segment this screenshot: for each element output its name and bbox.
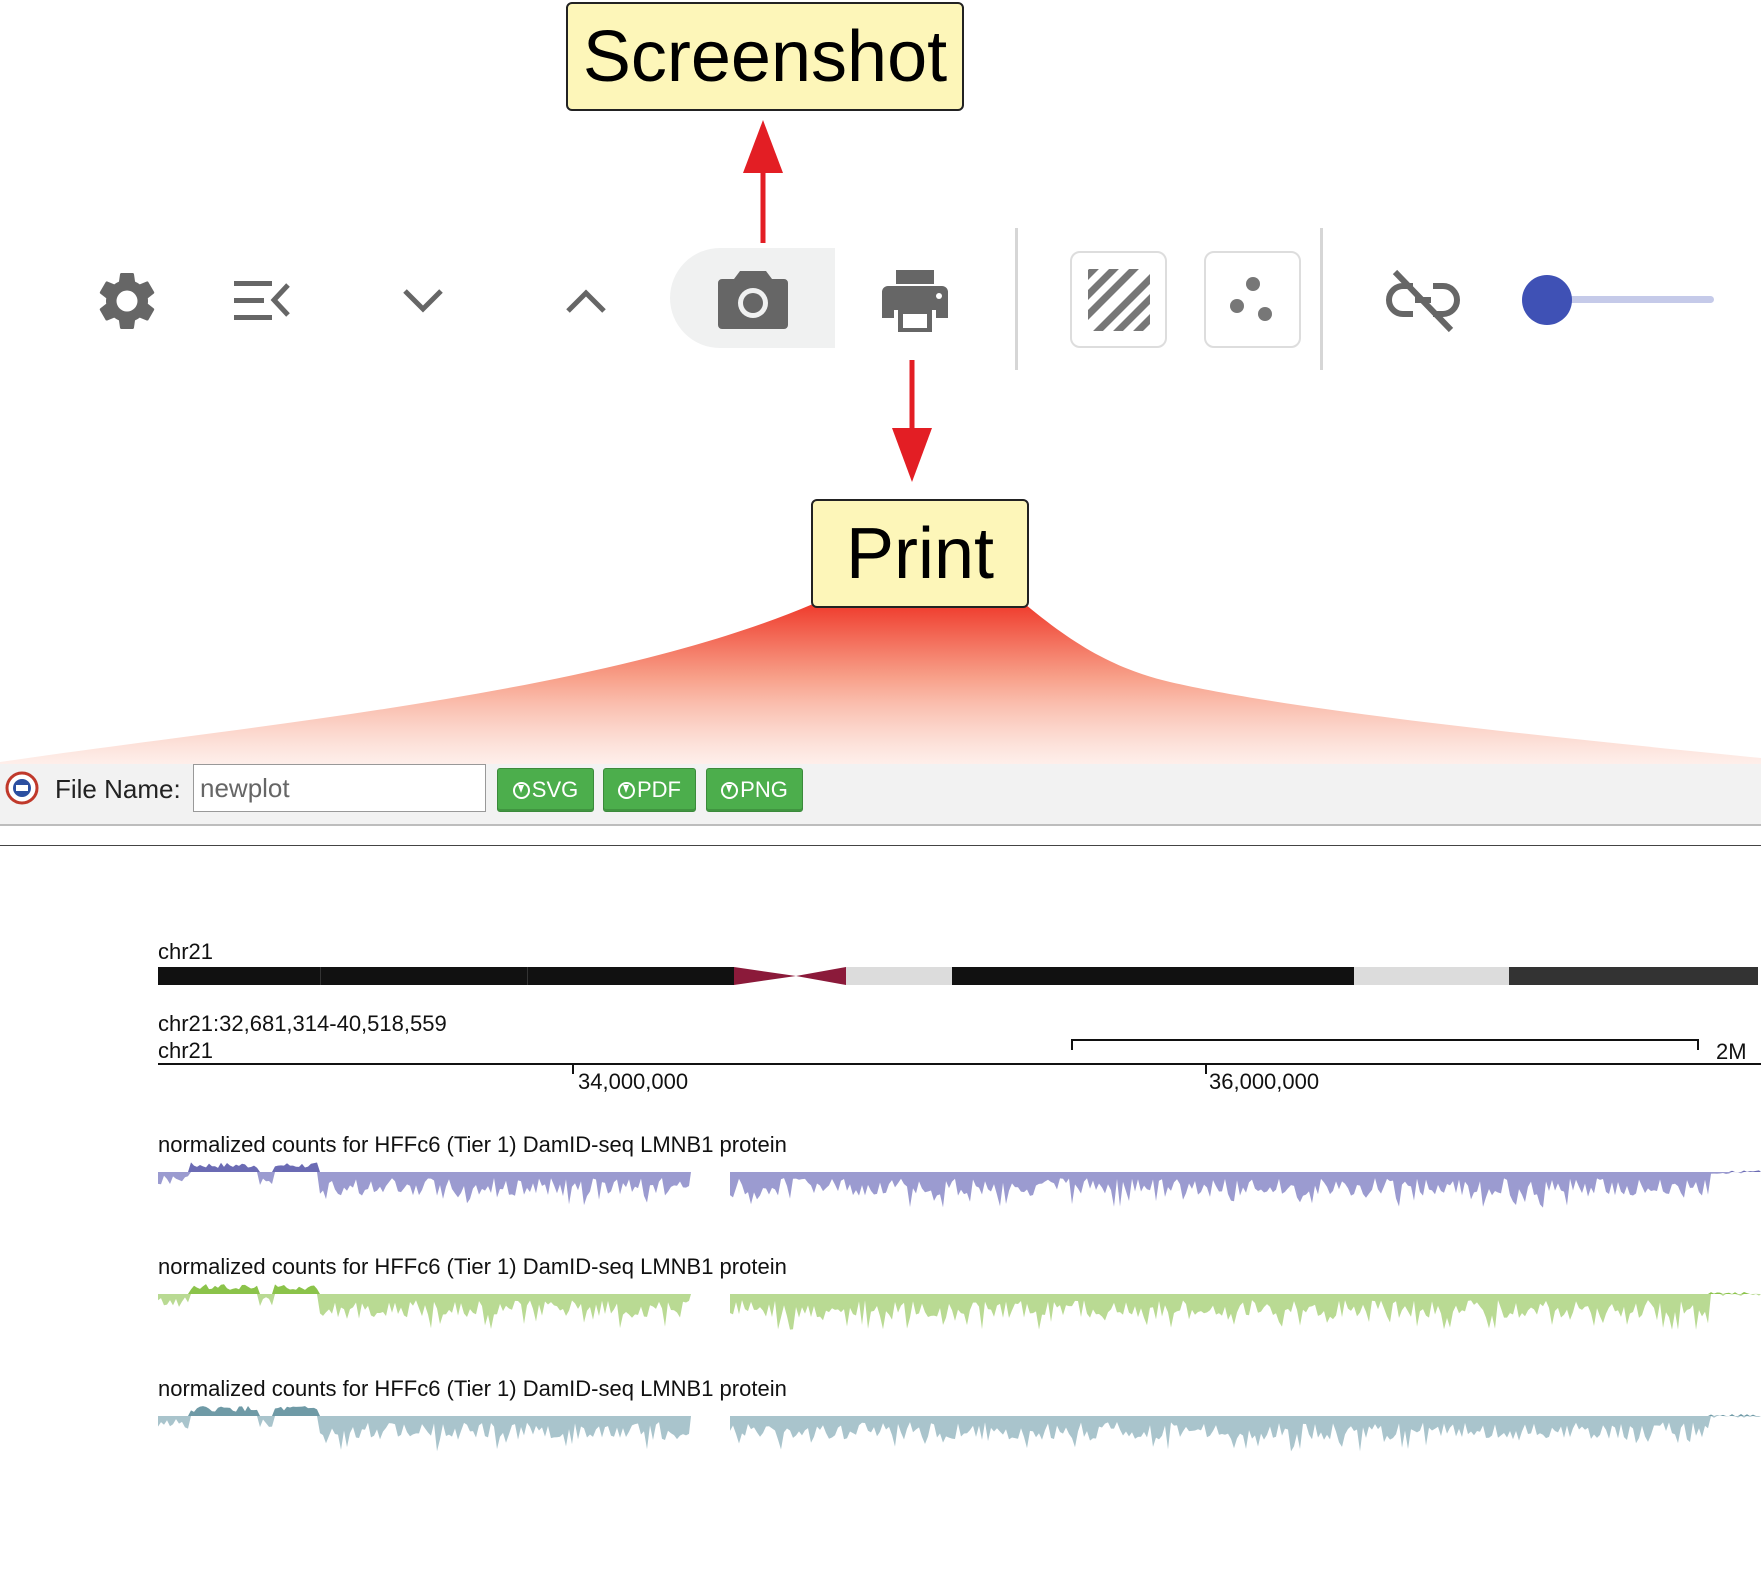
print-callout-text: Print — [845, 513, 995, 594]
signal-area-above — [158, 1406, 691, 1416]
scale-bar-label: 2M — [1716, 1039, 1747, 1064]
zoom-funnel — [0, 604, 1761, 766]
signal-area-above — [730, 1170, 1761, 1172]
track-title: normalized counts for HFFc6 (Tier 1) Dam… — [158, 1376, 787, 1401]
printer-icon — [882, 270, 948, 332]
tick-label: 36,000,000 — [1209, 1069, 1320, 1094]
collapse-menu-button[interactable] — [222, 262, 300, 340]
download-icon — [721, 781, 739, 799]
toolbar-separator — [1320, 228, 1323, 370]
track-plot-lmnb1 — [158, 1406, 1761, 1452]
zoom-slider[interactable] — [1522, 275, 1716, 325]
scale-bar — [1071, 1039, 1699, 1050]
camera-icon — [717, 271, 788, 329]
signal-area-above — [158, 1284, 691, 1294]
collapse-menu-icon — [234, 281, 290, 320]
print-button[interactable] — [876, 262, 954, 340]
file-name-label: File Name: — [55, 774, 181, 804]
signal-area-above — [730, 1414, 1761, 1416]
download-icon — [618, 781, 635, 799]
download-icon — [512, 781, 530, 799]
unlink-icon — [1386, 269, 1460, 333]
arrow-to-print-icon — [892, 360, 932, 482]
slider-track — [1542, 296, 1714, 303]
centromere-right — [796, 967, 846, 985]
scatter-dots-icon — [1229, 276, 1272, 321]
track-title: normalized counts for HFFc6 (Tier 1) Dam… — [158, 1132, 787, 1157]
track-plot-lmnb1 — [158, 1162, 1761, 1208]
signal-area-below — [730, 1416, 1761, 1452]
track-title: normalized counts for HFFc6 (Tier 1) Dam… — [158, 1254, 787, 1279]
centromere-left — [734, 967, 796, 985]
signal-area-below — [730, 1294, 1761, 1330]
screenshot-button[interactable] — [670, 248, 835, 348]
download-png-button[interactable]: PNG — [706, 768, 803, 812]
chromosome-ideogram — [158, 967, 1758, 985]
print-callout: Print — [811, 499, 1029, 608]
genomic-axis — [158, 1039, 1761, 1074]
signal-area-below — [730, 1172, 1761, 1208]
signal-area-above — [158, 1162, 691, 1172]
settings-button[interactable] — [88, 262, 166, 340]
screenshot-callout-text: Screenshot — [582, 16, 948, 97]
hatch-pattern-icon — [1087, 268, 1150, 331]
app-logo-icon — [5, 771, 39, 805]
screenshot-callout: Screenshot — [566, 2, 964, 111]
tick-label: 34,000,000 — [578, 1069, 689, 1094]
chevron-down-icon — [403, 289, 443, 313]
download-pdf-button[interactable]: PDF — [603, 768, 696, 812]
chevron-up-icon — [566, 289, 606, 313]
signal-area-below — [158, 1294, 691, 1329]
signal-area-above — [730, 1292, 1761, 1294]
ideogram-label: chr21 — [158, 939, 214, 964]
gear-icon — [99, 272, 155, 329]
track-plot-lmnb1 — [158, 1284, 1761, 1330]
slider-thumb[interactable] — [1522, 275, 1572, 325]
arrow-to-screenshot-icon — [743, 120, 783, 243]
divider-line — [0, 845, 1761, 846]
scroll-down-button[interactable] — [384, 262, 462, 340]
scroll-up-button[interactable] — [547, 262, 625, 340]
download-svg-button[interactable]: SVG — [497, 768, 594, 812]
filename-input[interactable] — [193, 764, 486, 812]
chrom-label: chr21 — [158, 1038, 214, 1063]
toolbar-separator — [1015, 228, 1018, 370]
signal-area-below — [158, 1416, 691, 1452]
scatter-toggle[interactable] — [1204, 251, 1301, 348]
region-label: chr21:32,681,314-40,518,559 — [158, 1011, 447, 1036]
hatch-pattern-toggle[interactable] — [1070, 251, 1167, 348]
signal-area-below — [158, 1172, 691, 1206]
unlink-button[interactable] — [1382, 262, 1464, 340]
